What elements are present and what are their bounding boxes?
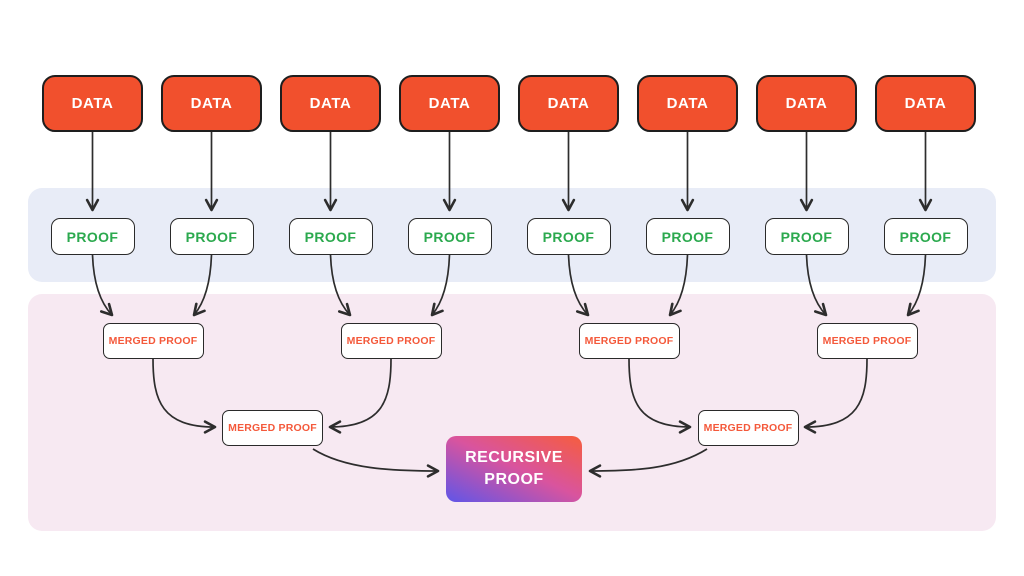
- merged-proof-node: MERGED PROOF: [697, 410, 799, 446]
- data-node: DATA: [518, 75, 619, 132]
- proof-node: PROOF: [764, 218, 849, 255]
- data-node: DATA: [161, 75, 262, 132]
- merged-proof-node: MERGED PROOF: [222, 410, 323, 446]
- merged-proof-node: MERGED PROOF: [340, 323, 442, 359]
- proof-node: PROOF: [169, 218, 254, 255]
- merged-proof-node: MERGED PROOF: [816, 323, 918, 359]
- merged-proof-node: MERGED PROOF: [578, 323, 680, 359]
- data-node: DATA: [756, 75, 857, 132]
- proof-node: PROOF: [407, 218, 492, 255]
- recursive-proof-node: RECURSIVE PROOF: [446, 436, 582, 502]
- proof-node: PROOF: [883, 218, 968, 255]
- proof-node: PROOF: [645, 218, 730, 255]
- data-node: DATA: [42, 75, 143, 132]
- proof-node: PROOF: [288, 218, 373, 255]
- data-node: DATA: [637, 75, 738, 132]
- merged-proof-node: MERGED PROOF: [102, 323, 204, 359]
- proof-node: PROOF: [526, 218, 611, 255]
- proof-node: PROOF: [50, 218, 135, 255]
- data-node: DATA: [399, 75, 500, 132]
- data-node: DATA: [280, 75, 381, 132]
- data-node: DATA: [875, 75, 976, 132]
